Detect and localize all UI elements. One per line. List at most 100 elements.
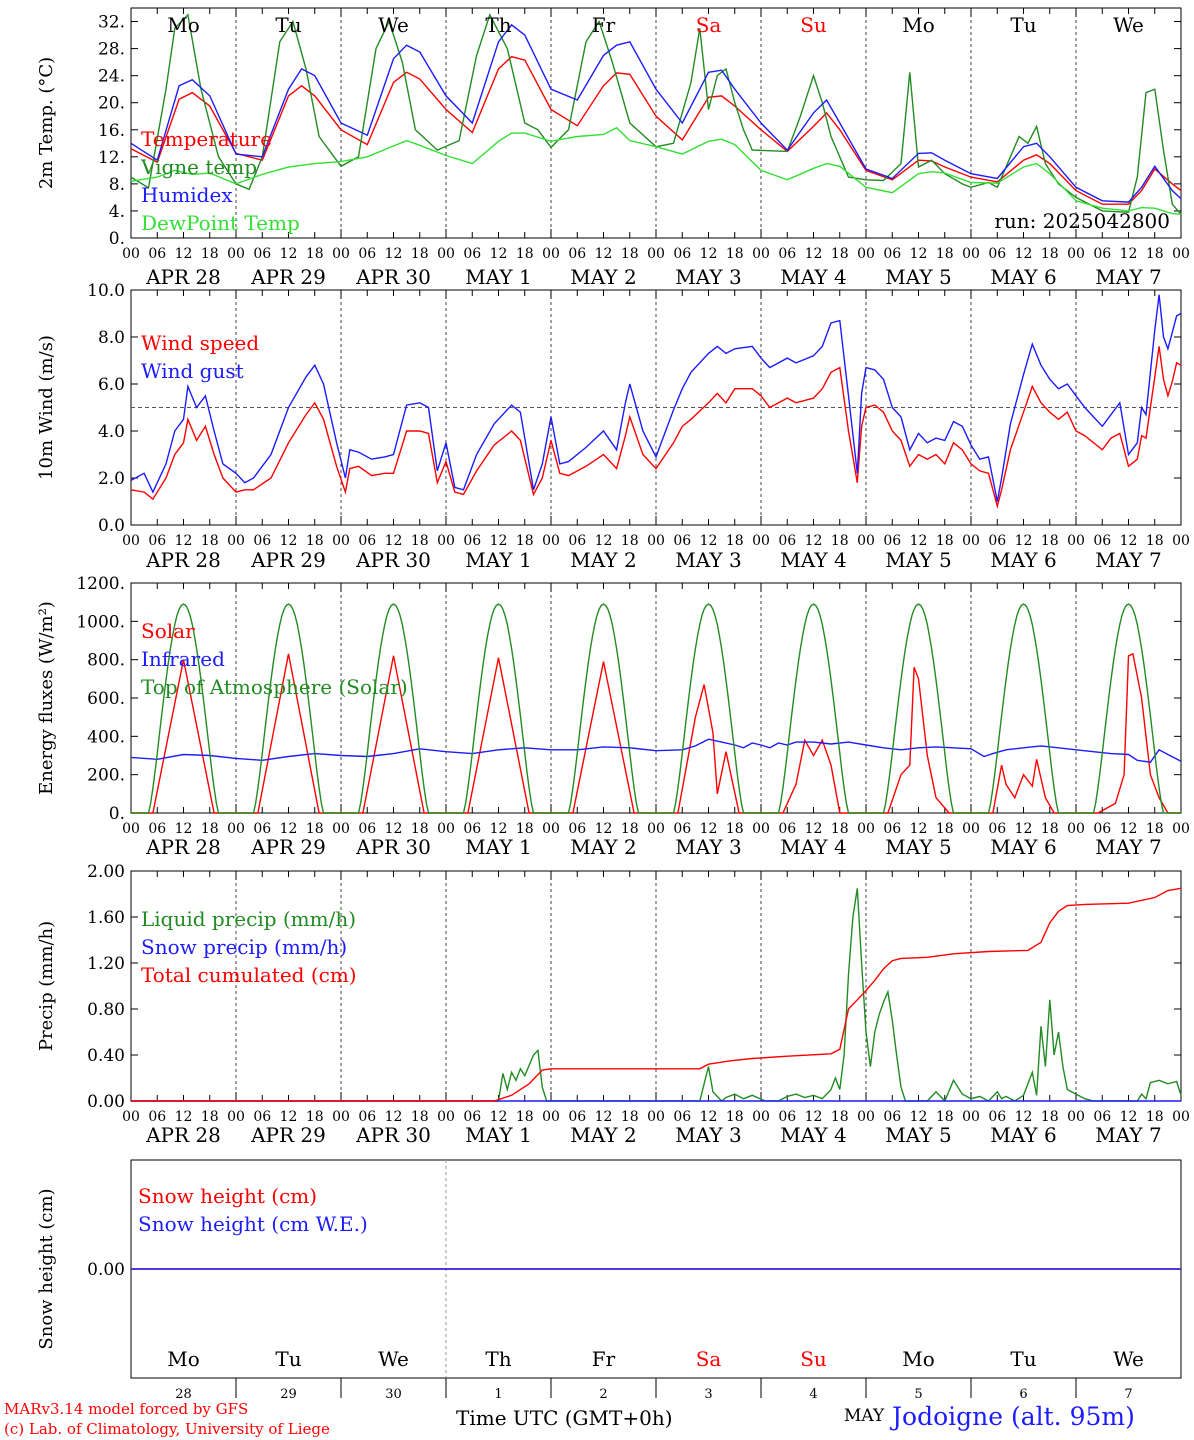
hour-tick-label: 00 [437,1109,455,1125]
weekday-label: We [378,13,409,37]
legend-entry: Snow height (cm) [138,1184,317,1208]
hour-tick-label: 18 [1041,533,1059,549]
hour-tick-label: 06 [148,246,166,262]
hour-tick-label: 06 [148,1109,166,1125]
legend-entry: Infrared [141,647,225,671]
hour-tick-label: 00 [752,821,770,837]
series-wind-speed [130,346,1182,509]
hour-tick-label: 12 [700,533,718,549]
y-tick-label: 2.0 [98,469,125,489]
hour-tick-label: 12 [805,821,823,837]
weekday-label: Mo [902,1347,935,1371]
hour-tick-label: 06 [463,1109,481,1125]
hour-tick-label: 12 [700,1109,718,1125]
hour-tick-label: 18 [201,1109,219,1125]
weekday-label: Sa [696,1347,722,1371]
day-number: 1 [494,1387,502,1402]
hour-tick-label: 00 [857,821,875,837]
legend-entry: Snow height (cm W.E.) [138,1212,368,1236]
legend-entry: Solar [141,619,195,643]
hour-tick-label: 06 [253,1109,271,1125]
y-tick-label: 0. [109,804,125,824]
hour-tick-label: 12 [490,246,508,262]
hour-tick-label: 18 [306,1109,324,1125]
hour-tick-label: 00 [647,533,665,549]
hour-tick-label: 00 [857,533,875,549]
hour-tick-label: 00 [227,533,245,549]
hour-tick-label: 12 [910,1109,928,1125]
hour-tick-label: 18 [201,246,219,262]
date-label: MAY 7 [1095,835,1161,859]
hour-tick-label: 18 [831,821,849,837]
lab-credit: (c) Lab. of Climatology, University of L… [4,1420,330,1438]
y-tick-label: 0.00 [87,1260,125,1280]
hour-tick-label: 00 [1172,533,1190,549]
hour-tick-label: 00 [1067,246,1085,262]
weekday-label: Tu [1010,1347,1036,1371]
y-tick-label: 4.0 [98,422,125,442]
hour-tick-label: 12 [385,533,403,549]
series-humidex [130,23,1182,203]
legend-entry: Temperature [141,127,272,151]
hour-tick-label: 06 [778,821,796,837]
date-label: MAY 3 [675,548,741,572]
date-label: APR 29 [250,1123,326,1147]
legend-entry: Wind gust [141,359,244,383]
hour-tick-label: 12 [385,246,403,262]
hour-tick-label: 06 [358,821,376,837]
y-axis-label: Snow height (cm) [36,1188,57,1349]
legend-entry: Wind speed [141,331,259,355]
hour-tick-label: 18 [411,1109,429,1125]
hour-tick-label: 06 [988,533,1006,549]
hour-tick-label: 06 [673,821,691,837]
hour-tick-label: 12 [805,533,823,549]
date-label: MAY 1 [465,548,531,572]
date-label: APR 29 [250,265,326,289]
run-label: run: 2025042800 [994,209,1170,233]
hour-tick-label: 00 [647,246,665,262]
day-number: 5 [914,1387,922,1402]
hour-tick-label: 18 [516,533,534,549]
weekday-label: Tu [275,13,301,37]
x-axis-title: Time UTC (GMT+0h) [456,1406,673,1430]
y-tick-label: 0.0 [98,516,125,536]
hour-tick-label: 18 [516,821,534,837]
y-tick-label: 1.20 [87,954,125,974]
hour-tick-label: 18 [1146,821,1164,837]
weekday-label: We [1113,1347,1144,1371]
hour-tick-label: 12 [1015,246,1033,262]
y-tick-label: 1200. [76,574,125,594]
hour-tick-label: 12 [700,246,718,262]
hour-tick-label: 00 [542,533,560,549]
hour-tick-label: 18 [411,246,429,262]
day-number: 2 [599,1387,607,1402]
legend-entry: Vigne temp [140,155,257,179]
hour-tick-label: 12 [595,821,613,837]
hour-tick-label: 00 [962,246,980,262]
hour-tick-label: 06 [463,821,481,837]
hour-tick-label: 12 [175,1109,193,1125]
hour-tick-label: 18 [1146,533,1164,549]
hour-tick-label: 12 [280,533,298,549]
hour-tick-label: 12 [1015,1109,1033,1125]
hour-tick-label: 12 [805,1109,823,1125]
chart-panel-2: 0.0 2.0 4.0 6.0 8.0 10.0 10m Wind (m/s) 00 06 12 1… [36,281,1190,572]
y-tick-label: 8. [109,175,125,195]
hour-tick-label: 12 [700,821,718,837]
date-label: APR 30 [355,548,431,572]
y-tick-label: 32. [98,13,125,33]
hour-tick-label: 18 [936,533,954,549]
series-solar [131,652,1181,814]
hour-tick-label: 12 [280,821,298,837]
hour-tick-label: 18 [306,533,324,549]
hour-tick-label: 12 [595,1109,613,1125]
hour-tick-label: 06 [463,246,481,262]
hour-tick-label: 00 [962,533,980,549]
hour-tick-label: 06 [778,533,796,549]
weekday-label: Tu [1010,13,1036,37]
hour-tick-label: 12 [385,1109,403,1125]
hour-tick-label: 18 [936,1109,954,1125]
hour-tick-label: 18 [1041,246,1059,262]
hour-tick-label: 00 [1172,246,1190,262]
hour-tick-label: 18 [306,821,324,837]
